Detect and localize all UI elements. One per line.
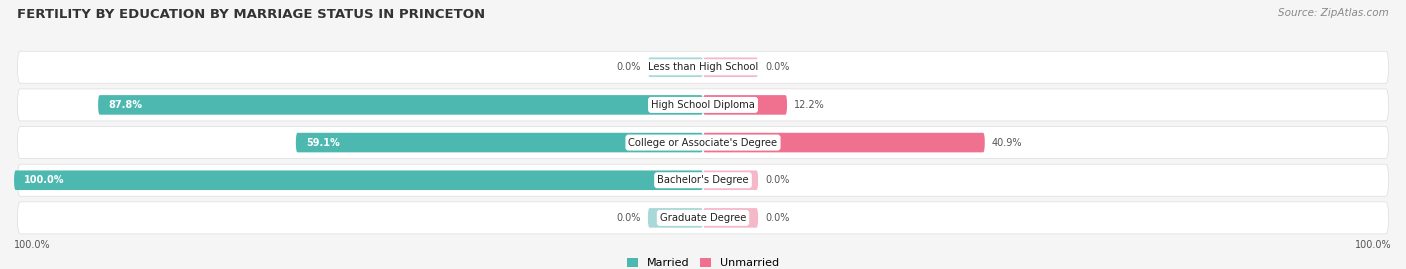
Text: Less than High School: Less than High School [648,62,758,72]
Text: 100.0%: 100.0% [14,240,51,250]
Text: High School Diploma: High School Diploma [651,100,755,110]
Text: Graduate Degree: Graduate Degree [659,213,747,223]
Text: 59.1%: 59.1% [307,137,340,148]
FancyBboxPatch shape [703,171,758,190]
Text: 12.2%: 12.2% [794,100,825,110]
Legend: Married, Unmarried: Married, Unmarried [621,253,785,269]
FancyBboxPatch shape [17,51,1389,83]
FancyBboxPatch shape [14,171,703,190]
Text: FERTILITY BY EDUCATION BY MARRIAGE STATUS IN PRINCETON: FERTILITY BY EDUCATION BY MARRIAGE STATU… [17,8,485,21]
FancyBboxPatch shape [703,208,758,228]
FancyBboxPatch shape [98,95,703,115]
Text: 100.0%: 100.0% [24,175,65,185]
FancyBboxPatch shape [17,89,1389,121]
Text: 0.0%: 0.0% [765,62,789,72]
Text: Bachelor's Degree: Bachelor's Degree [657,175,749,185]
Text: Source: ZipAtlas.com: Source: ZipAtlas.com [1278,8,1389,18]
Text: 100.0%: 100.0% [1355,240,1392,250]
FancyBboxPatch shape [648,58,703,77]
Text: 87.8%: 87.8% [108,100,142,110]
FancyBboxPatch shape [703,95,787,115]
FancyBboxPatch shape [17,127,1389,159]
FancyBboxPatch shape [295,133,703,152]
Text: 40.9%: 40.9% [991,137,1022,148]
Text: College or Associate's Degree: College or Associate's Degree [628,137,778,148]
FancyBboxPatch shape [648,208,703,228]
FancyBboxPatch shape [17,164,1389,196]
FancyBboxPatch shape [703,58,758,77]
Text: 0.0%: 0.0% [765,213,789,223]
FancyBboxPatch shape [703,133,984,152]
FancyBboxPatch shape [17,202,1389,234]
Text: 0.0%: 0.0% [765,175,789,185]
Text: 0.0%: 0.0% [617,213,641,223]
Text: 0.0%: 0.0% [617,62,641,72]
